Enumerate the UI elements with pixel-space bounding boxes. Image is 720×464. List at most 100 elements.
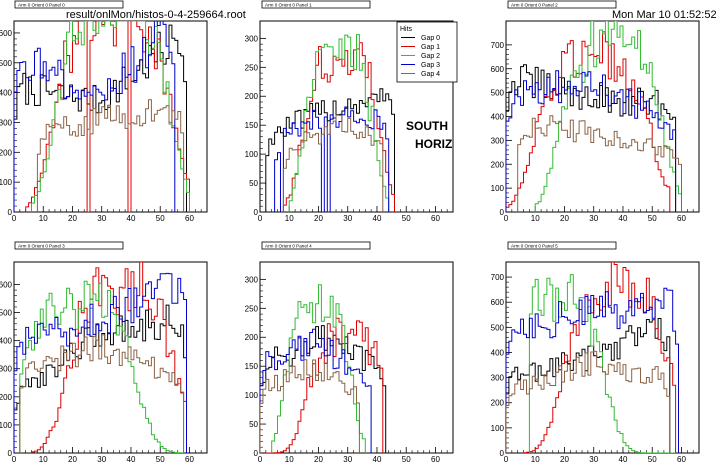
histogram-file-label: result/onlMon/histos-0-4-259664.root [66,9,246,21]
y-tick-label: 0 [8,449,13,458]
y-tick-label: 600 [0,29,13,38]
x-tick-label: 20 [314,214,323,223]
chart-panel-4: Arm 0 Orient 0 Panel 4050100150200250300… [245,241,454,464]
y-tick-label: 0 [254,208,259,217]
series-gap-3-line [274,106,390,212]
y-tick-label: 500 [0,59,13,68]
x-tick-label: 30 [97,214,106,223]
timestamp-label: Mon Mar 10 01:52:52 2008 [612,9,720,21]
x-tick-label: 40 [127,214,136,223]
x-tick-label: 10 [39,214,48,223]
x-tick-label: 60 [185,214,194,223]
y-tick-label: 300 [0,365,13,374]
series-gap-2-line [31,21,190,212]
chart-title-box [261,241,371,250]
y-tick-label: 500 [491,323,505,332]
x-tick-label: 0 [12,214,17,223]
chart-title-box [14,241,124,250]
y-tick-label: 200 [491,160,505,169]
x-tick-label: 60 [677,214,686,223]
x-tick-label: 20 [560,455,569,464]
y-tick-label: 600 [491,298,505,307]
series-gap-0-line [260,325,387,453]
x-tick-label: 10 [531,214,540,223]
series-gap-4-line [19,334,185,453]
y-tick-label: 700 [491,273,505,282]
x-tick-label: 0 [504,455,509,464]
series-gap-3-line [14,21,176,212]
y-tick-label: 50 [249,179,258,188]
y-tick-label: 600 [491,65,505,74]
y-tick-label: 700 [491,41,505,50]
series-gap-4-line [36,99,185,212]
y-tick-label: 300 [0,118,13,127]
series-gap-4-line [517,115,682,212]
y-tick-label: 50 [249,420,258,429]
x-tick-label: 20 [560,214,569,223]
legend-entry: Gap 1 [421,44,440,51]
x-tick-label: 20 [68,455,77,464]
x-tick-label: 20 [68,214,77,223]
series-gap-3-line [506,287,679,453]
x-tick-label: 0 [12,455,17,464]
series-gap-4-line [282,114,384,212]
chart-title: Arm 0 Orient 0 Panel 2 [511,3,558,8]
y-tick-label: 100 [245,150,259,159]
x-tick-label: 10 [285,455,294,464]
series-gap-1-line [25,21,190,212]
y-tick-label: 0 [500,449,505,458]
chart-panel-2: Arm 0 Orient 0 Panel 2010020030040050060… [491,0,700,223]
y-tick-label: 400 [0,337,13,346]
y-tick-label: 200 [491,399,505,408]
x-tick-label: 50 [402,214,411,223]
series-gap-3-line [14,272,187,453]
y-tick-label: 0 [254,449,259,458]
y-tick-label: 100 [0,421,13,430]
chart-title-box [261,0,371,9]
x-tick-label: 0 [258,455,263,464]
y-tick-label: 400 [491,113,505,122]
y-tick-label: 200 [245,333,259,342]
chart-title: Arm 0 Orient 0 Panel 5 [511,244,558,249]
series-gap-0-line [14,304,187,453]
chart-title: Arm 0 Orient 0 Panel 0 [18,3,65,8]
x-tick-label: 30 [343,214,352,223]
x-tick-label: 50 [648,455,657,464]
x-tick-label: 40 [619,455,628,464]
x-tick-label: 10 [531,455,540,464]
chart-title-box [507,241,617,250]
series-gap-4-line [260,359,360,453]
x-tick-label: 20 [314,455,323,464]
x-tick-label: 40 [373,455,382,464]
x-tick-label: 50 [156,455,165,464]
x-tick-label: 50 [156,214,165,223]
y-tick-label: 150 [245,121,259,130]
x-tick-label: 60 [431,455,440,464]
series-gap-2-line [19,280,185,453]
chart-title: Arm 0 Orient 0 Panel 1 [265,3,312,8]
x-tick-label: 0 [258,214,263,223]
y-tick-label: 200 [245,92,259,101]
y-tick-label: 200 [0,393,13,402]
series-gap-1-line [31,262,187,453]
y-tick-label: 0 [500,208,505,217]
legend-box [396,21,458,83]
series-gap-4-line [506,350,671,453]
y-tick-label: 100 [245,391,259,400]
series-gap-2-line [288,34,390,212]
y-tick-label: 400 [0,89,13,98]
chart-title-box [14,0,124,9]
y-tick-label: 300 [491,374,505,383]
region-side-label: SOUTH [406,119,448,133]
x-tick-label: 10 [39,455,48,464]
y-tick-label: 400 [491,348,505,357]
y-tick-label: 0 [8,208,13,217]
x-tick-label: 60 [431,214,440,223]
region-orientation-label: HORIZ [415,137,453,151]
chart-title: Arm 0 Orient 0 Panel 3 [18,244,65,249]
y-tick-label: 100 [491,424,505,433]
x-tick-label: 50 [402,455,411,464]
y-tick-label: 500 [491,89,505,98]
chart-panel-0: Arm 0 Orient 0 Panel 0010020030040050060… [0,0,208,223]
